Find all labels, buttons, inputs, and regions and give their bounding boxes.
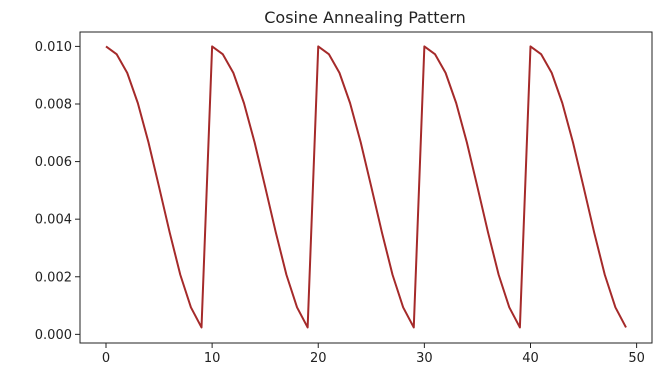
plot-area [79,31,653,344]
y-axis: 0.000 0.002 0.004 0.006 0.008 0.010 [35,40,80,343]
x-tick-label: 50 [628,351,645,365]
y-tick-label: 0.000 [35,328,72,343]
x-tick-label: 20 [310,351,327,365]
y-tick-label: 0.006 [35,155,72,170]
y-tick-label: 0.002 [35,270,72,285]
axes-frame [79,31,653,344]
x-tick-label: 30 [416,351,433,365]
x-axis: 0 10 20 30 40 50 [102,343,645,366]
x-tick-label: 40 [522,351,539,365]
x-tick-label: 10 [204,351,221,365]
y-tick-label: 0.010 [35,40,72,55]
y-tick-label: 0.008 [35,97,72,112]
series-line-0 [105,45,627,329]
x-tick-label: 0 [102,351,110,365]
chart-title: Cosine Annealing Pattern [264,8,466,27]
y-tick-label: 0.004 [35,213,72,228]
